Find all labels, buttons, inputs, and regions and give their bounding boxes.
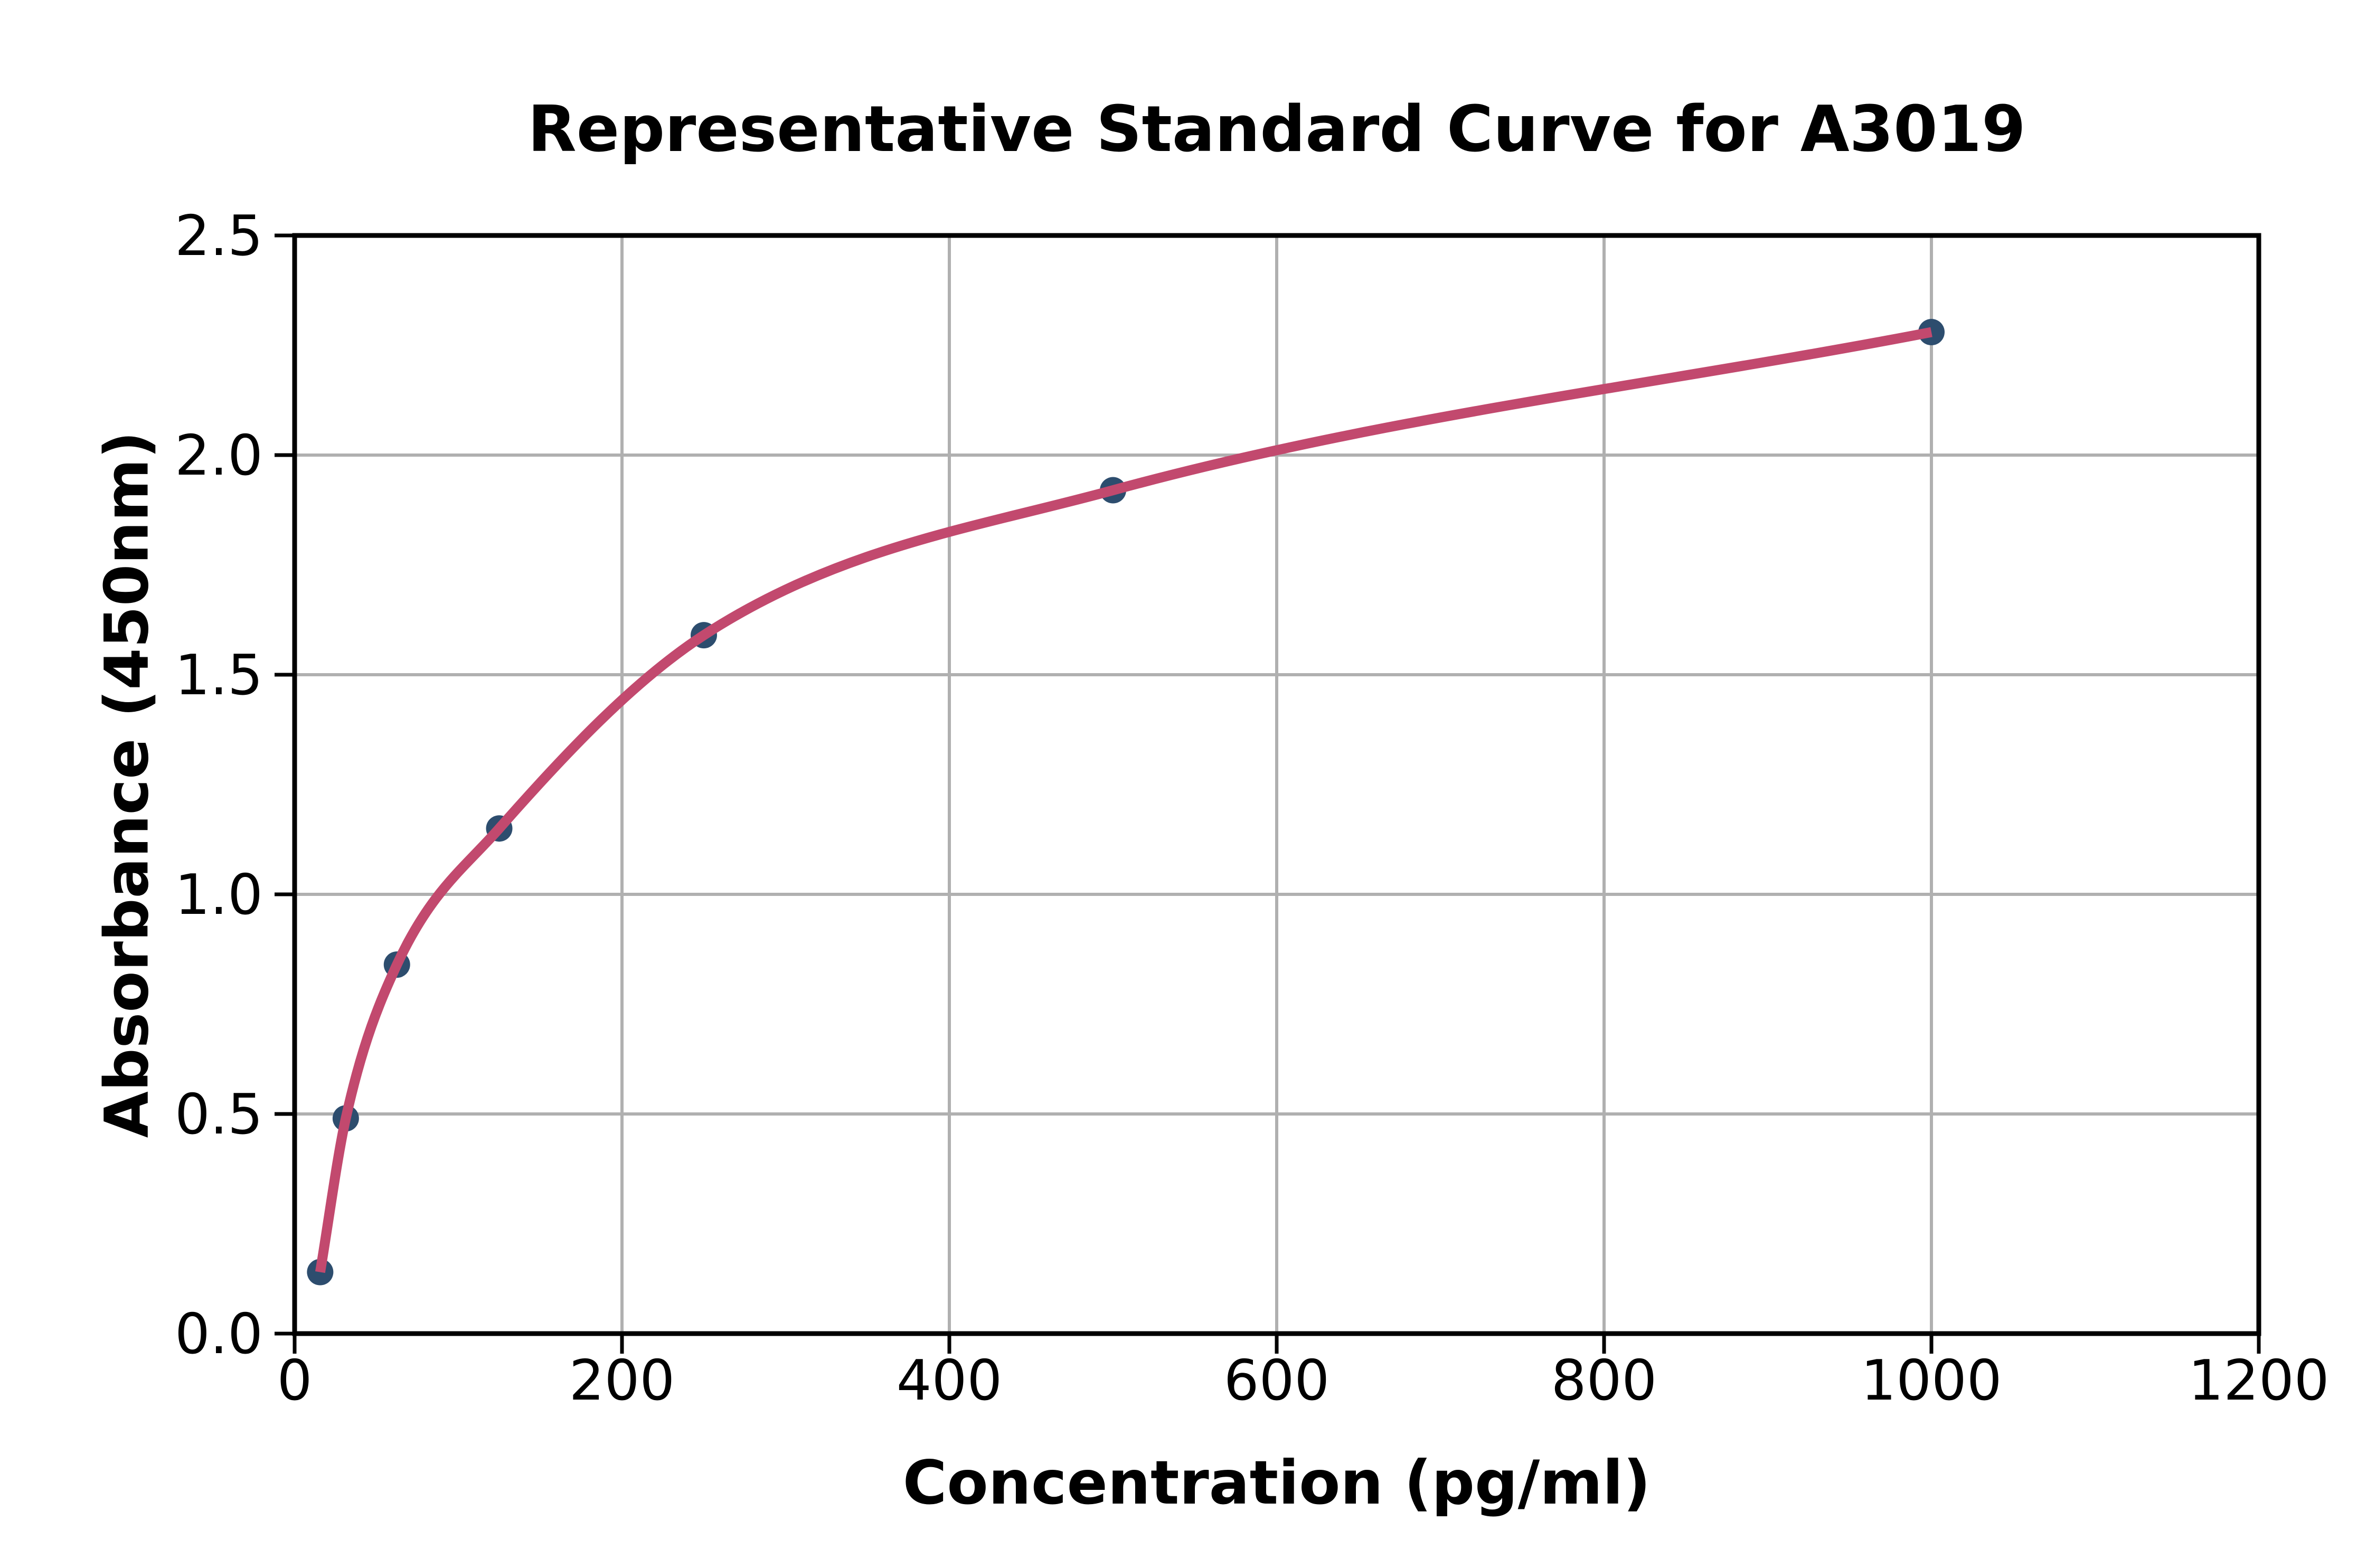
data-point [307, 1259, 334, 1286]
plot-area: 0 200 400 600 800 1000 1200 0.0 0.5 1.0 1.5 2.0 2.5 [175, 204, 2330, 1413]
x-axis-label: Concentration (pg/ml) [902, 1448, 1651, 1518]
chart-title: Representative Standard Curve for A3019 [527, 93, 2026, 166]
x-tick-label: 1000 [1861, 1348, 2002, 1413]
x-tick-label: 400 [897, 1348, 1002, 1413]
y-tick-label: 1.0 [175, 863, 263, 927]
y-tick-label: 0.5 [175, 1082, 263, 1147]
x-tick-label: 800 [1551, 1348, 1657, 1413]
x-tick-label: 600 [1224, 1348, 1330, 1413]
fitted-curve [315, 327, 1932, 1273]
x-tick-label: 200 [569, 1348, 675, 1413]
y-axis-label: Absorbance (450nm) [91, 431, 162, 1138]
y-tick-label: 2.0 [175, 423, 263, 488]
y-tick-label: 0.0 [175, 1302, 263, 1366]
x-tick-label: 0 [277, 1348, 313, 1413]
y-tick-label: 1.5 [175, 643, 263, 707]
x-tick-label: 1200 [2188, 1348, 2329, 1413]
y-tick-label: 2.5 [175, 204, 263, 268]
